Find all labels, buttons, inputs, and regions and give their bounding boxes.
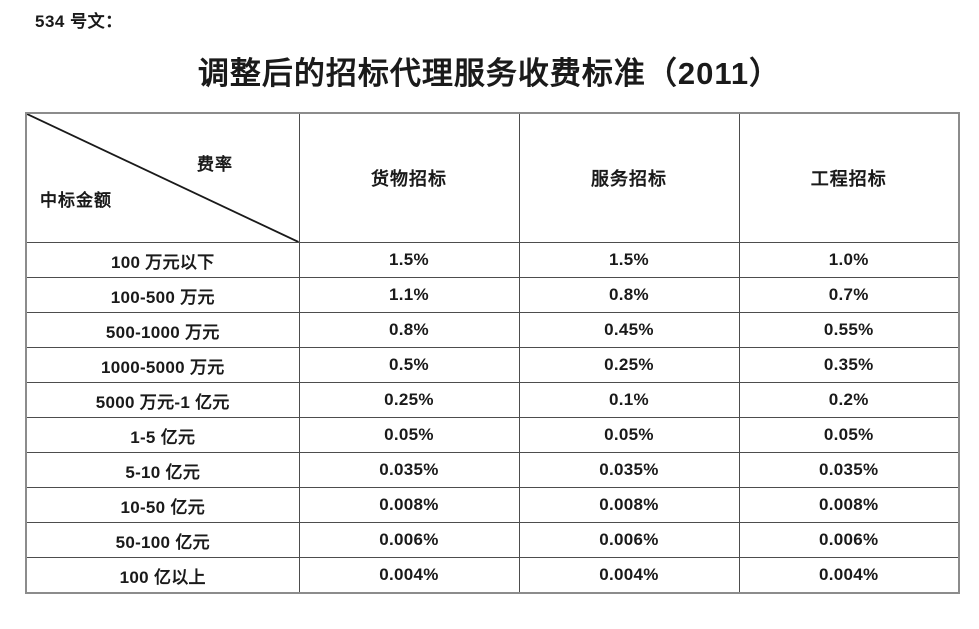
table-row: 5000 万元-1 亿元 0.25% 0.1% 0.2% <box>25 382 960 418</box>
rate-cell: 0.004% <box>738 557 960 594</box>
table-row: 100 万元以下 1.5% 1.5% 1.0% <box>25 242 960 278</box>
amount-cell: 10-50 亿元 <box>25 487 300 523</box>
table-row: 10-50 亿元 0.008% 0.008% 0.008% <box>25 487 960 523</box>
column-header-goods: 货物招标 <box>298 112 520 243</box>
amount-cell: 100 万元以下 <box>25 242 300 278</box>
rate-cell: 0.25% <box>518 347 740 383</box>
amount-cell: 1000-5000 万元 <box>25 347 300 383</box>
rate-cell: 1.0% <box>738 242 960 278</box>
table-row: 5-10 亿元 0.035% 0.035% 0.035% <box>25 452 960 488</box>
rate-cell: 0.006% <box>518 522 740 558</box>
rate-cell: 0.55% <box>738 312 960 348</box>
amount-cell: 5000 万元-1 亿元 <box>25 382 300 418</box>
table-row: 100-500 万元 1.1% 0.8% 0.7% <box>25 277 960 313</box>
rate-cell: 0.004% <box>298 557 520 594</box>
corner-label-rate: 费率 <box>197 155 233 174</box>
rate-cell: 0.35% <box>738 347 960 383</box>
rate-cell: 0.45% <box>518 312 740 348</box>
rate-cell: 1.5% <box>298 242 520 278</box>
rate-cell: 0.5% <box>298 347 520 383</box>
table-row: 1000-5000 万元 0.5% 0.25% 0.35% <box>25 347 960 383</box>
rate-cell: 0.2% <box>738 382 960 418</box>
amount-cell: 500-1000 万元 <box>25 312 300 348</box>
rate-cell: 0.05% <box>298 417 520 453</box>
rate-cell: 0.1% <box>518 382 740 418</box>
rate-cell: 0.25% <box>298 382 520 418</box>
rate-cell: 1.5% <box>518 242 740 278</box>
table-row: 50-100 亿元 0.006% 0.006% 0.006% <box>25 522 960 558</box>
table-row: 100 亿以上 0.004% 0.004% 0.004% <box>25 557 960 594</box>
rate-cell: 0.8% <box>298 312 520 348</box>
amount-cell: 100 亿以上 <box>25 557 300 594</box>
rate-cell: 0.05% <box>738 417 960 453</box>
doc-number-label: 534 号文： <box>35 12 123 31</box>
diagonal-divider-line <box>27 114 299 242</box>
amount-cell: 100-500 万元 <box>25 277 300 313</box>
column-header-services: 服务招标 <box>518 112 740 243</box>
rate-cell: 0.035% <box>738 452 960 488</box>
rate-cell: 0.006% <box>298 522 520 558</box>
rate-cell: 0.035% <box>518 452 740 488</box>
amount-cell: 50-100 亿元 <box>25 522 300 558</box>
rate-cell: 0.05% <box>518 417 740 453</box>
page-title: 调整后的招标代理服务收费标准（2011） <box>197 56 782 91</box>
table-header-row: 费率 中标金额 货物招标 服务招标 工程招标 <box>25 112 960 243</box>
amount-cell: 1-5 亿元 <box>25 417 300 453</box>
rate-cell: 0.006% <box>738 522 960 558</box>
table-row: 1-5 亿元 0.05% 0.05% 0.05% <box>25 417 960 453</box>
rate-cell: 1.1% <box>298 277 520 313</box>
rate-cell: 0.035% <box>298 452 520 488</box>
rate-cell: 0.7% <box>738 277 960 313</box>
fee-rate-table: 费率 中标金额 货物招标 服务招标 工程招标 100 万元以下 1.5% 1.5… <box>25 112 960 594</box>
corner-header-cell: 费率 中标金额 <box>25 112 300 243</box>
rate-cell: 0.8% <box>518 277 740 313</box>
corner-label-amount: 中标金额 <box>40 191 112 210</box>
rate-cell: 0.004% <box>518 557 740 594</box>
rate-cell: 0.008% <box>518 487 740 523</box>
column-header-engineering: 工程招标 <box>738 112 960 243</box>
amount-cell: 5-10 亿元 <box>25 452 300 488</box>
table-row: 500-1000 万元 0.8% 0.45% 0.55% <box>25 312 960 348</box>
rate-cell: 0.008% <box>738 487 960 523</box>
rate-cell: 0.008% <box>298 487 520 523</box>
